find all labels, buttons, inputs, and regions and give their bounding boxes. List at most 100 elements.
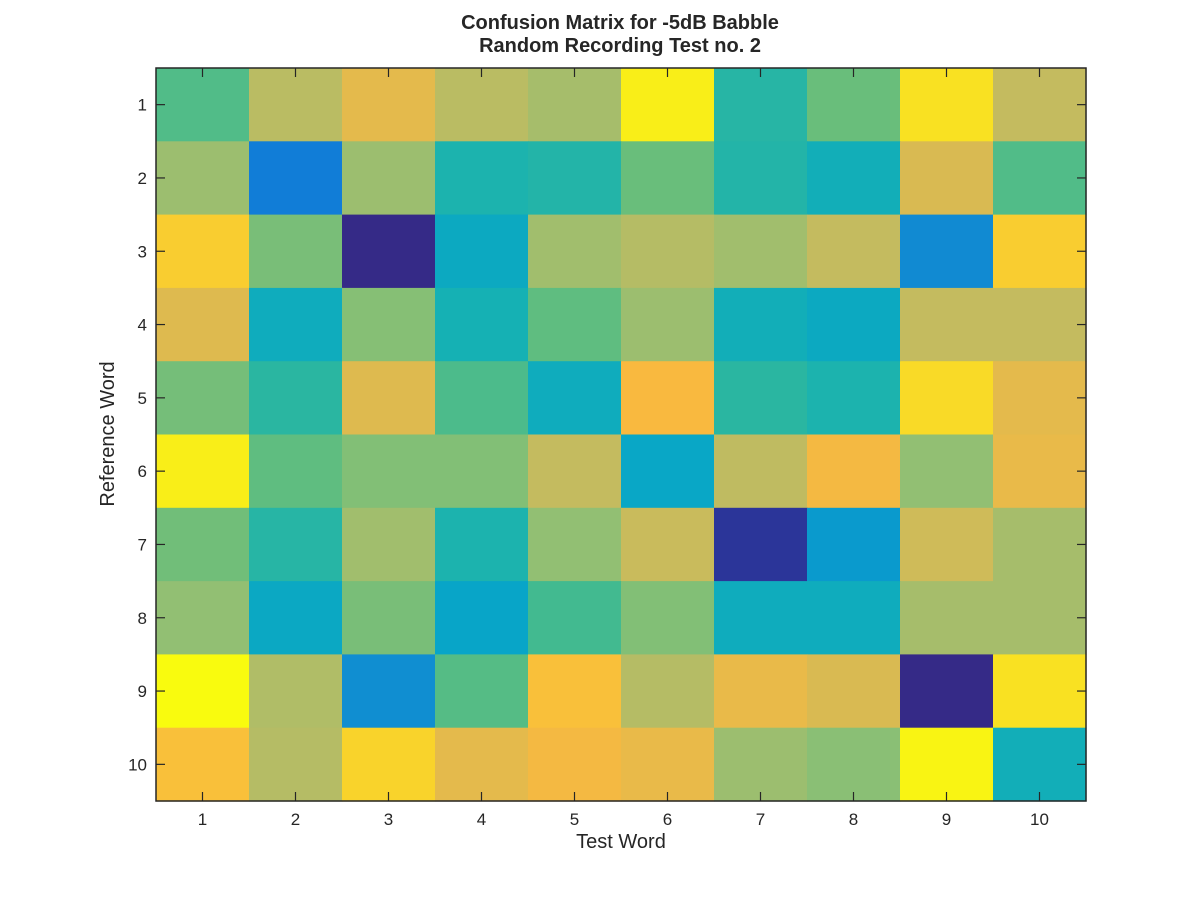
- chart-title: Confusion Matrix for -5dB Babble: [461, 12, 779, 34]
- heatmap-cell-r4-c7: [714, 287, 808, 362]
- heatmap-cell-r4-c8: [807, 287, 901, 362]
- heatmap-cell-r5-c7: [714, 361, 808, 436]
- heatmap-cells: [156, 68, 1087, 802]
- heatmap-cell-r7-c5: [528, 507, 622, 582]
- heatmap-cell-r1-c3: [342, 68, 436, 142]
- axis-ticks: [156, 68, 1086, 801]
- heatmap-cell-r2-c8: [807, 141, 901, 216]
- heatmap-cell-r1-c4: [435, 68, 529, 142]
- heatmap-cell-r7-c9: [900, 507, 994, 582]
- x-tick-label: 5: [570, 810, 579, 829]
- heatmap-cell-r3-c2: [249, 214, 343, 289]
- heatmap-cell-r10-c9: [900, 727, 994, 802]
- heatmap-cell-r5-c4: [435, 361, 529, 436]
- heatmap-cell-r3-c6: [621, 214, 715, 289]
- heatmap-cell-r6-c10: [993, 434, 1087, 509]
- heatmap-cell-r10-c6: [621, 727, 715, 802]
- heatmap-cell-r6-c2: [249, 434, 343, 509]
- y-tick-label: 9: [138, 682, 147, 701]
- heatmap-cell-r9-c8: [807, 654, 901, 729]
- heatmap-cell-r8-c8: [807, 581, 901, 655]
- heatmap-cell-r7-c10: [993, 507, 1087, 582]
- heatmap-cell-r2-c7: [714, 141, 808, 216]
- y-tick-labels: 1 2 3 4 5 6 7 8 9 10: [128, 96, 147, 775]
- heatmap-cell-r4-c2: [249, 287, 343, 362]
- heatmap-cell-r6-c1: [156, 434, 250, 509]
- heatmap-cell-r2-c3: [342, 141, 436, 216]
- heatmap-cell-r6-c6: [621, 434, 715, 509]
- heatmap-cell-r9-c1: [156, 654, 250, 729]
- y-tick-label: 5: [138, 389, 147, 408]
- heatmap-cell-r1-c2: [249, 68, 343, 142]
- heatmap-cell-r8-c9: [900, 581, 994, 655]
- heatmap-cell-r1-c7: [714, 68, 808, 142]
- heatmap-cell-r2-c4: [435, 141, 529, 216]
- heatmap-cell-r1-c8: [807, 68, 901, 142]
- heatmap-cell-r2-c10: [993, 141, 1087, 216]
- heatmap-cell-r8-c6: [621, 581, 715, 655]
- heatmap-cell-r3-c4: [435, 214, 529, 289]
- heatmap-cell-r7-c3: [342, 507, 436, 582]
- heatmap-cell-r1-c9: [900, 68, 994, 142]
- heatmap-cell-r10-c8: [807, 727, 901, 802]
- heatmap-cell-r10-c2: [249, 727, 343, 802]
- heatmap-cell-r4-c1: [156, 287, 250, 362]
- heatmap-cell-r4-c3: [342, 287, 436, 362]
- heatmap-cell-r4-c9: [900, 287, 994, 362]
- heatmap-cell-r5-c5: [528, 361, 622, 436]
- heatmap-cell-r1-c5: [528, 68, 622, 142]
- heatmap-cell-r8-c10: [993, 581, 1087, 655]
- heatmap-cell-r2-c6: [621, 141, 715, 216]
- heatmap-cell-r10-c4: [435, 727, 529, 802]
- heatmap-cell-r7-c2: [249, 507, 343, 582]
- heatmap-cell-r6-c3: [342, 434, 436, 509]
- heatmap-cell-r9-c7: [714, 654, 808, 729]
- x-tick-label: 2: [291, 810, 300, 829]
- heatmap-cell-r3-c8: [807, 214, 901, 289]
- y-tick-label: 1: [138, 96, 147, 115]
- heatmap-cell-r5-c9: [900, 361, 994, 436]
- x-axis-label: Test Word: [576, 831, 666, 853]
- heatmap-cell-r2-c9: [900, 141, 994, 216]
- x-tick-labels: 1 2 3 4 5 6 7 8 9 10: [198, 810, 1049, 829]
- y-tick-label: 4: [138, 316, 147, 335]
- heatmap-cell-r6-c8: [807, 434, 901, 509]
- heatmap-cell-r8-c3: [342, 581, 436, 655]
- heatmap-cell-r3-c5: [528, 214, 622, 289]
- heatmap-cell-r4-c10: [993, 287, 1087, 362]
- heatmap-cell-r7-c1: [156, 507, 250, 582]
- heatmap-cell-r10-c10: [993, 727, 1087, 802]
- y-tick-label: 3: [138, 242, 147, 261]
- heatmap-cell-r2-c2: [249, 141, 343, 216]
- heatmap-cell-r4-c4: [435, 287, 529, 362]
- heatmap-cell-r3-c1: [156, 214, 250, 289]
- heatmap-cell-r10-c1: [156, 727, 250, 802]
- y-tick-label: 8: [138, 609, 147, 628]
- y-tick-label: 7: [138, 535, 147, 554]
- heatmap-cell-r1-c1: [156, 68, 250, 142]
- heatmap-cell-r3-c3: [342, 214, 436, 289]
- heatmap-cell-r3-c7: [714, 214, 808, 289]
- heatmap-cell-r9-c6: [621, 654, 715, 729]
- y-tick-label: 2: [138, 169, 147, 188]
- heatmap-cell-r8-c1: [156, 581, 250, 655]
- x-tick-label: 3: [384, 810, 393, 829]
- heatmap-cell-r3-c10: [993, 214, 1087, 289]
- heatmap-cell-r9-c2: [249, 654, 343, 729]
- heatmap-cell-r9-c9: [900, 654, 994, 729]
- x-tick-label: 4: [477, 810, 486, 829]
- heatmap-cell-r4-c5: [528, 287, 622, 362]
- heatmap-cell-r7-c6: [621, 507, 715, 582]
- x-tick-label: 7: [756, 810, 765, 829]
- chart-subtitle: Random Recording Test no. 2: [479, 35, 761, 57]
- heatmap-cell-r8-c7: [714, 581, 808, 655]
- heatmap-cell-r8-c4: [435, 581, 529, 655]
- heatmap-cell-r6-c4: [435, 434, 529, 509]
- heatmap-cell-r5-c10: [993, 361, 1087, 436]
- heatmap-cell-r3-c9: [900, 214, 994, 289]
- heatmap-cell-r6-c9: [900, 434, 994, 509]
- x-tick-label: 8: [849, 810, 858, 829]
- heatmap-cell-r10-c5: [528, 727, 622, 802]
- heatmap-cell-r10-c7: [714, 727, 808, 802]
